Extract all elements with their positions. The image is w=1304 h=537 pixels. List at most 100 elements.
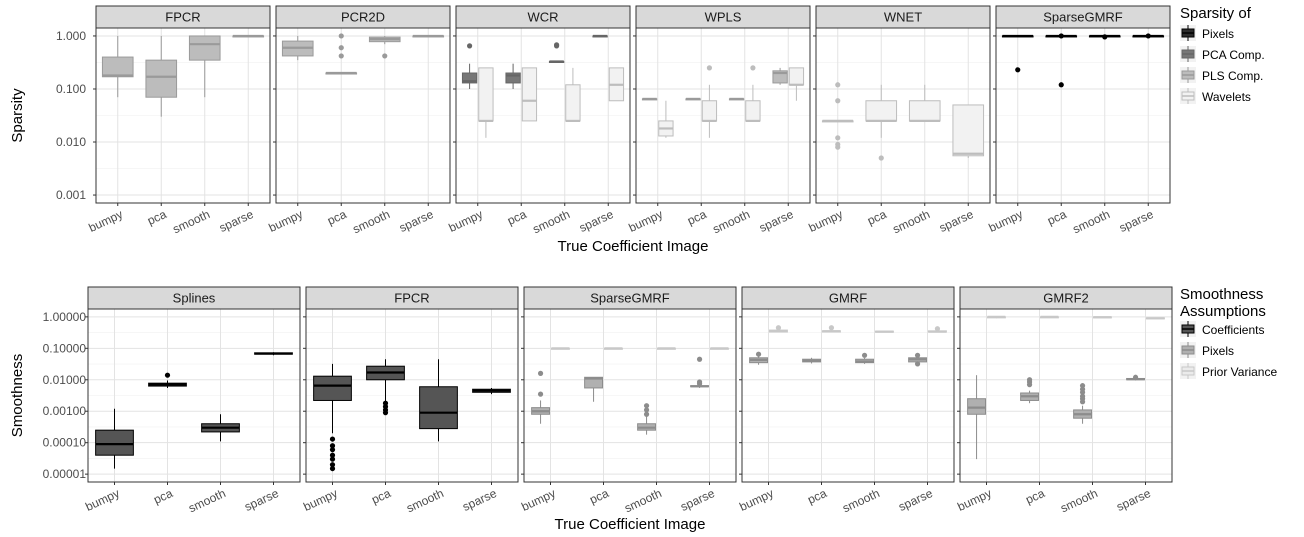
- outlier-point: [1015, 67, 1021, 73]
- panel-border: [275, 27, 451, 204]
- x-tick-label: pca: [369, 486, 393, 507]
- facet-panel-gmrf2: GMRF2 bumpy pca smooth sparse: [955, 286, 1173, 515]
- legend: Sparsity of Pixels PCA Comp. PLS Comp. Wavel…: [1180, 5, 1265, 104]
- box-pcr2d-bumpy: [281, 35, 314, 61]
- outlier-point: [329, 462, 336, 468]
- x-tick-label: sparse: [896, 486, 935, 514]
- box-body: [908, 100, 941, 122]
- x-tick-label: pca: [151, 486, 175, 507]
- outlier-point: [828, 325, 835, 331]
- box-sparsegmrf-smooth: [657, 347, 676, 350]
- x-tick-label: sparse: [397, 207, 436, 235]
- box-gmrf-sparse: [928, 326, 947, 333]
- box-fpcr-bumpy: [313, 363, 352, 472]
- box-pcr2d-pca: [325, 33, 358, 75]
- facet-panel-wnet: WNET bumpy pca smooth sparse: [806, 5, 991, 236]
- outlier-point: [338, 33, 344, 39]
- outlier-point: [835, 98, 841, 104]
- y-tick-label: 1.00000: [43, 310, 87, 324]
- box-wnet-smooth: [908, 84, 941, 123]
- box-splines-bumpy: [95, 408, 134, 469]
- x-tick-label: sparse: [937, 207, 976, 235]
- outlier-point: [1079, 393, 1086, 399]
- box-wnet-bumpy: [821, 82, 854, 150]
- x-tick-label: sparse: [242, 486, 281, 514]
- y-tick-label: 0.01000: [43, 373, 87, 387]
- x-tick-label: bumpy: [86, 207, 125, 235]
- legend-title: Smoothness Assumptions: [1180, 286, 1266, 320]
- panel-border: [959, 308, 1173, 483]
- box-sparsegmrf-smooth: [637, 403, 656, 435]
- box-sparsegmrf-bumpy: [531, 370, 550, 424]
- y-axis-title: Smoothness: [9, 354, 26, 437]
- x-tick-label: smooth: [186, 486, 228, 515]
- box-sparsegmrf-bumpy: [551, 347, 570, 350]
- facet-panel-gmrf: GMRF bumpy pca smooth sparse: [737, 286, 955, 515]
- facet-label: GMRF2: [1043, 291, 1089, 306]
- x-tick-label: bumpy: [626, 207, 665, 235]
- x-tick-label: sparse: [678, 486, 717, 514]
- box-wcr-sparse: [608, 67, 625, 102]
- box-body: [419, 386, 458, 430]
- outlier-point: [706, 65, 713, 71]
- panel-border: [523, 308, 737, 483]
- outlier-point: [338, 45, 344, 51]
- x-tick-label: sparse: [217, 207, 256, 235]
- box-pcr2d-smooth: [368, 35, 401, 59]
- box-wpls-sparse: [788, 67, 805, 101]
- box-fpcr-sparse: [472, 387, 511, 395]
- outlier-point: [914, 352, 921, 358]
- legend-label: PCA Comp.: [1202, 48, 1265, 62]
- x-tick-label: sparse: [757, 207, 796, 235]
- box-gmrf2-pca: [1020, 377, 1039, 404]
- legend-title: Sparsity of: [1180, 5, 1252, 22]
- outlier-point: [1145, 33, 1151, 39]
- x-tick-label: pca: [1023, 486, 1047, 507]
- legend-key: [1180, 342, 1196, 358]
- box-body: [95, 429, 134, 456]
- y-tick-label: 0.00001: [43, 467, 87, 481]
- facet-panel-pcr2d: PCR2D bumpy pca smooth sparse: [266, 5, 451, 236]
- legend-key: [1180, 88, 1196, 104]
- outlier-point: [1102, 34, 1108, 40]
- panel-border: [87, 308, 301, 483]
- box-gmrf-sparse: [908, 352, 927, 367]
- x-tick-label: smooth: [890, 207, 932, 236]
- box-wcr-bumpy: [461, 43, 478, 89]
- box-fpcr-smooth: [188, 35, 221, 98]
- box-gmrf2-bumpy: [967, 375, 986, 460]
- box-wnet-pca: [865, 84, 898, 161]
- box-sparsegmrf-smooth: [1088, 34, 1121, 40]
- box-body: [521, 67, 538, 122]
- facet-label: WCR: [527, 10, 558, 25]
- box-wcr-pca: [505, 63, 521, 89]
- box-wpls-bumpy: [641, 97, 658, 101]
- legend-label: Wavelets: [1202, 90, 1251, 104]
- legend-label: Coefficients: [1202, 323, 1264, 337]
- panel-border: [995, 27, 1171, 204]
- box-wcr-sparse: [592, 34, 608, 38]
- x-tick-label: smooth: [1070, 207, 1112, 236]
- x-tick-label: smooth: [350, 207, 392, 236]
- box-gmrf2-smooth: [1093, 316, 1112, 319]
- box-wcr-smooth: [565, 67, 581, 123]
- box-body: [865, 100, 898, 122]
- x-tick-label: smooth: [404, 486, 446, 515]
- box-body: [313, 375, 352, 401]
- facet-label: WNET: [884, 10, 922, 25]
- panel-border: [635, 27, 811, 204]
- x-tick-label: bumpy: [955, 486, 994, 514]
- x-axis-title: True Coefficient Image: [555, 516, 706, 533]
- box-gmrf-pca: [822, 325, 841, 333]
- box-wpls-pca: [701, 65, 718, 138]
- box-body: [788, 67, 805, 86]
- facet-label: PCR2D: [341, 10, 385, 25]
- outlier-point: [164, 372, 171, 378]
- box-splines-smooth: [201, 414, 240, 442]
- box-splines-pca: [148, 372, 187, 388]
- x-tick-label: sparse: [460, 486, 499, 514]
- x-axis-title: True Coefficient Image: [558, 238, 709, 255]
